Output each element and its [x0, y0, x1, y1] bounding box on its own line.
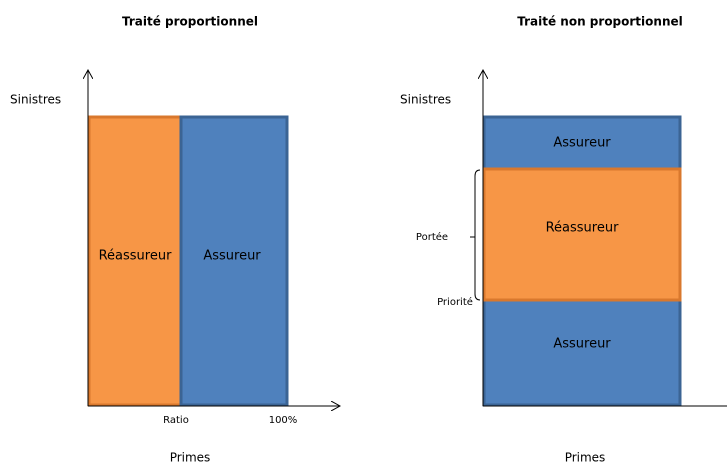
block-label: Assureur	[553, 136, 611, 151]
block-label: Assureur	[203, 249, 261, 264]
block-label: Réassureur	[99, 249, 172, 264]
bracket	[474, 169, 481, 301]
block-label: Assureur	[553, 337, 611, 352]
block-reinsurer	[482, 167, 682, 302]
marker-label: Portée	[416, 231, 448, 243]
tick-label: Ratio	[163, 415, 189, 426]
tick-label: 100%	[269, 415, 298, 426]
x-label: Primes	[170, 451, 211, 464]
title: Traité non proportionnel	[517, 15, 683, 29]
block-insurer	[482, 115, 682, 171]
block-label: Réassureur	[546, 221, 619, 236]
block-insurer	[179, 115, 289, 407]
block-insurer	[482, 298, 682, 407]
y-label: Sinistres	[10, 93, 61, 107]
title: Traité proportionnel	[122, 15, 258, 29]
block-reinsurer	[87, 115, 183, 407]
x-label: Primes	[565, 451, 606, 464]
marker-label: Priorité	[437, 296, 473, 308]
y-label: Sinistres	[400, 93, 451, 107]
